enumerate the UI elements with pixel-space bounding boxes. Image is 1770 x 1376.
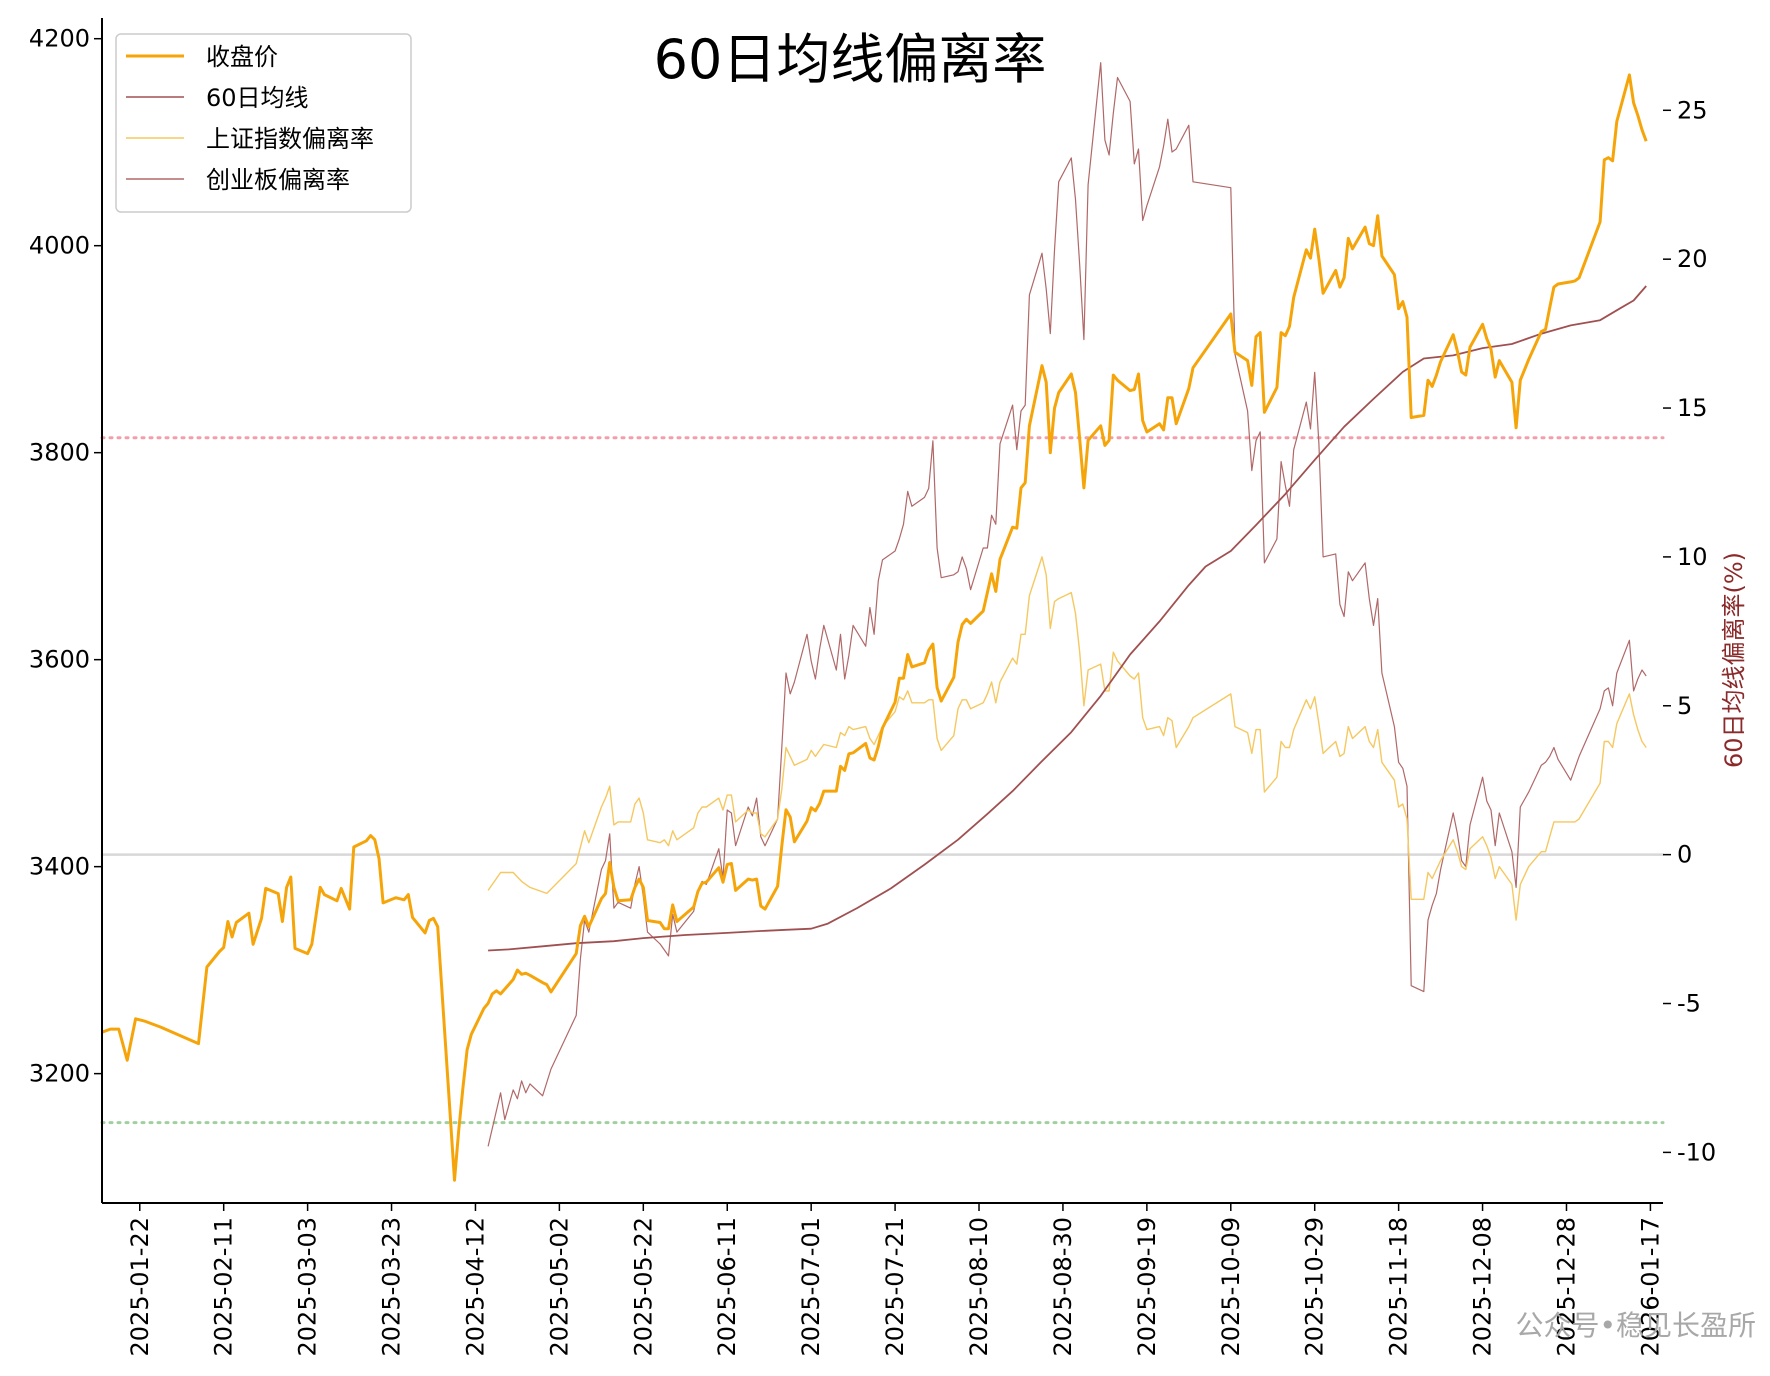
x-tick-label-4: 2025-04-12 bbox=[461, 1217, 489, 1356]
chart-title: 60日均线偏离率 bbox=[654, 28, 1047, 91]
series-line-3 bbox=[487, 62, 1647, 1147]
x-tick-label-7: 2025-06-11 bbox=[713, 1217, 741, 1356]
right-tick-label-5: 15 bbox=[1677, 394, 1708, 422]
x-tick-label-6: 2025-05-22 bbox=[629, 1217, 657, 1356]
right-tick-label-1: -5 bbox=[1677, 990, 1701, 1018]
x-tick-label-15: 2025-11-18 bbox=[1385, 1217, 1413, 1356]
right-tick-label-7: 25 bbox=[1677, 96, 1708, 124]
left-tick-label-2: 3600 bbox=[29, 646, 90, 674]
watermark: 公众号•稳见长盈所 bbox=[1515, 1309, 1756, 1342]
reference-lines bbox=[100, 436, 1665, 1125]
axes: 3200 3400 3600 3800 4000 4200 -10 -5 0 5 10 15 20 25 2… bbox=[29, 18, 1716, 1356]
x-tick-label-16: 2025-12-08 bbox=[1469, 1217, 1497, 1356]
series-lines bbox=[101, 62, 1648, 1182]
x-tick-label-18: 2026-01-17 bbox=[1636, 1217, 1664, 1356]
legend-label-1: 60日均线 bbox=[206, 84, 309, 112]
legend-label-0: 收盘价 bbox=[206, 43, 278, 71]
right-tick-label-2: 0 bbox=[1677, 841, 1692, 869]
right-tick-label-6: 20 bbox=[1677, 245, 1708, 273]
x-tick-label-2: 2025-03-03 bbox=[294, 1217, 322, 1356]
right-tick-label-3: 5 bbox=[1677, 692, 1692, 720]
series-line-1 bbox=[488, 285, 1647, 952]
x-tick-label-9: 2025-07-21 bbox=[881, 1217, 909, 1356]
left-tick-label-1: 3400 bbox=[29, 853, 90, 881]
series-line-0 bbox=[101, 73, 1648, 1182]
right-tick-label-4: 10 bbox=[1677, 543, 1708, 571]
x-tick-label-5: 2025-05-02 bbox=[545, 1217, 573, 1356]
x-tick-label-12: 2025-09-19 bbox=[1133, 1217, 1161, 1356]
left-tick-label-3: 3800 bbox=[29, 439, 90, 467]
legend-label-2: 上证指数偏离率 bbox=[206, 125, 374, 153]
right-axis-label: 60日均线偏离率(%) bbox=[1720, 552, 1748, 768]
x-tick-label-3: 2025-03-23 bbox=[378, 1217, 406, 1356]
x-tick-label-17: 2025-12-28 bbox=[1552, 1217, 1580, 1356]
legend-box bbox=[115, 33, 412, 213]
x-tick-label-11: 2025-08-30 bbox=[1049, 1217, 1077, 1356]
left-tick-label-5: 4200 bbox=[29, 25, 90, 53]
x-tick-label-14: 2025-10-29 bbox=[1301, 1217, 1329, 1356]
right-tick-label-0: -10 bbox=[1677, 1138, 1716, 1166]
x-tick-label-13: 2025-10-09 bbox=[1217, 1217, 1245, 1356]
series-line-2 bbox=[487, 556, 1647, 921]
x-tick-label-10: 2025-08-10 bbox=[965, 1217, 993, 1356]
legend-label-3: 创业板偏离率 bbox=[206, 166, 350, 194]
left-tick-label-0: 3200 bbox=[29, 1060, 90, 1088]
left-tick-label-4: 4000 bbox=[29, 232, 90, 260]
x-tick-label-1: 2025-02-11 bbox=[210, 1217, 238, 1356]
x-tick-label-8: 2025-07-01 bbox=[797, 1217, 825, 1356]
x-tick-label-0: 2025-01-22 bbox=[126, 1217, 154, 1356]
